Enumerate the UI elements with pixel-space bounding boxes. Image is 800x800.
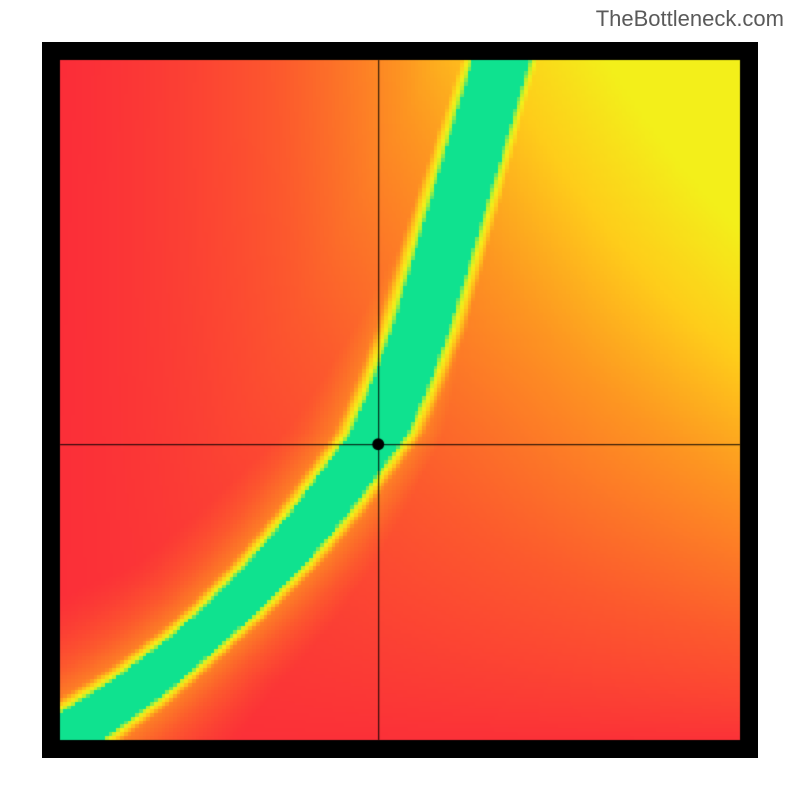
bottleneck-heatmap	[42, 42, 758, 758]
watermark-text: TheBottleneck.com	[596, 6, 784, 32]
crosshair-overlay	[42, 42, 758, 758]
